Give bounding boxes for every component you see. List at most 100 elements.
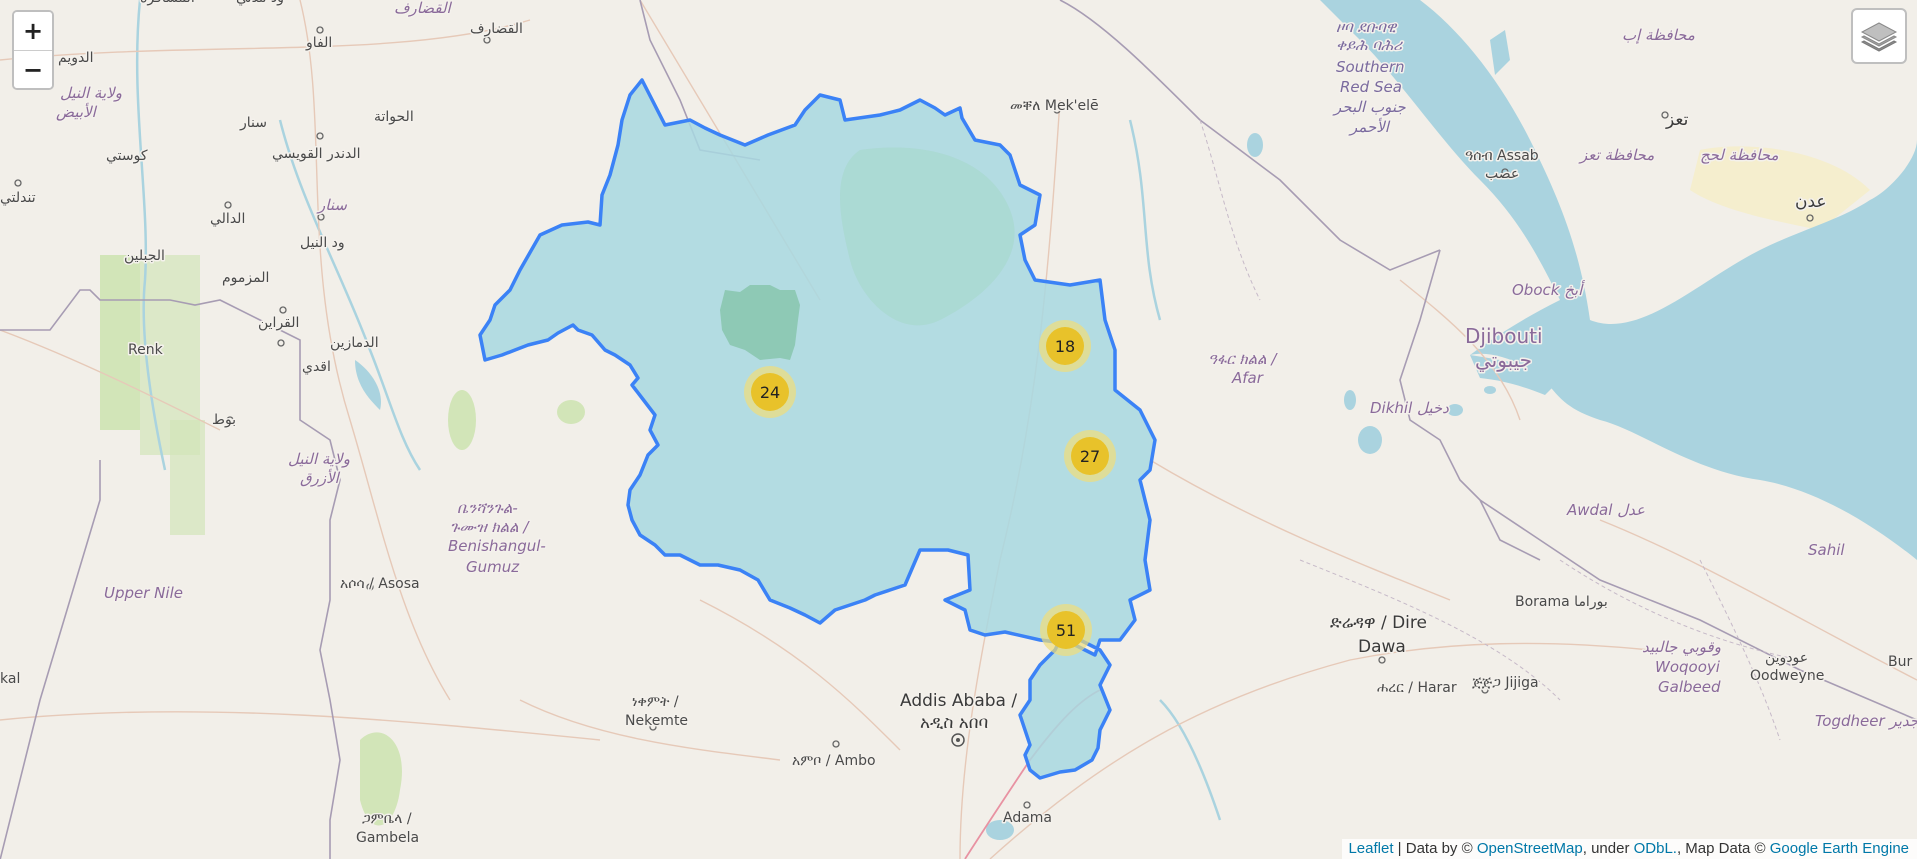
label-kosti: كوستي xyxy=(106,148,148,164)
label-southern-red-sea-3: Southern xyxy=(1336,58,1405,76)
lake-tana-region xyxy=(1490,30,1510,75)
label-nekemte-1: ነቀምት / xyxy=(632,694,679,710)
label-fashaga: المشاقرة xyxy=(140,0,195,6)
zoom-in-button[interactable]: + xyxy=(14,12,52,50)
label-white-nile-2: الأبيض xyxy=(56,102,98,121)
label-sennar-state: سنار xyxy=(316,196,347,214)
red-sea xyxy=(1320,0,1917,560)
label-benishangul-3: Benishangul- xyxy=(448,537,546,555)
leaflet-link[interactable]: Leaflet xyxy=(1348,840,1394,857)
label-harar: ሐረር / Harar xyxy=(1377,680,1457,696)
highlighted-region[interactable] xyxy=(478,78,1157,780)
label-wad-madani: ود مدني xyxy=(236,0,284,6)
label-nekemte-2: Nekemte xyxy=(625,713,688,729)
label-assab: ዓሰብ Assab xyxy=(1465,148,1539,164)
label-faw: الفاو xyxy=(305,35,332,51)
town-markers xyxy=(14,26,1814,809)
label-benishangul-1: ቤንሻንጉል- xyxy=(457,499,518,517)
label-ambo: አምቦ / Ambo xyxy=(792,753,876,769)
label-tendelti: تندلتي xyxy=(0,190,36,206)
label-jijiga: ጅጅጋ Jijiga xyxy=(1472,675,1539,691)
gulf-of-tadjoura xyxy=(1470,355,1560,395)
label-duweim: الدويم xyxy=(58,50,93,66)
osm-link[interactable]: OpenStreetMap xyxy=(1476,840,1583,857)
region-highland-shading xyxy=(840,147,1015,326)
attribution-sep: | Data by © xyxy=(1393,840,1477,857)
cluster-count: 24 xyxy=(760,383,780,402)
label-jabalain: الجبلين xyxy=(124,248,165,264)
label-addis-2: አዲስ አበባ xyxy=(920,713,988,733)
label-benishangul-2: ጉሙዝ ክልል / xyxy=(450,518,530,536)
label-taiz-gov: محافظة تعز xyxy=(1578,146,1654,164)
cluster-count: 51 xyxy=(1056,621,1076,640)
label-assab-ar: عصب xyxy=(1485,166,1519,182)
region-forest-area xyxy=(720,285,800,360)
layers-icon xyxy=(1860,22,1898,52)
gee-link[interactable]: Google Earth Engine xyxy=(1769,840,1909,857)
label-dire-dawa-1: ድሬዳዋ / Dire xyxy=(1330,613,1427,633)
label-wad-nil: ود النيل xyxy=(300,235,345,251)
label-sahil: Sahil xyxy=(1808,541,1845,559)
label-woqooyi-2: Woqooyi xyxy=(1655,658,1721,676)
desert-area xyxy=(1690,146,1870,230)
label-taiz: تعز xyxy=(1665,110,1689,130)
label-southern-red-sea-6: الأحمر xyxy=(1348,117,1391,136)
layers-control-button[interactable] xyxy=(1851,8,1907,64)
label-blue-nile-1: ولاية النيل xyxy=(288,450,350,468)
label-dikhil: Dikhil دخيل xyxy=(1370,399,1449,417)
label-dinder: الدندر القويسي xyxy=(272,146,360,162)
zoom-control: + − xyxy=(12,10,54,90)
label-lahij: محافظة لحج xyxy=(1700,146,1779,164)
label-awdal: Awdal عدل xyxy=(1566,501,1645,519)
label-southern-red-sea-4: Red Sea xyxy=(1340,78,1402,96)
label-asosa: አሶሳ / Asosa xyxy=(340,576,420,592)
label-dali: الدالي xyxy=(210,211,245,227)
cluster-marker[interactable]: 51 xyxy=(1040,604,1092,656)
label-qadarif: القضارف xyxy=(470,21,523,37)
lakes xyxy=(355,133,1496,840)
label-southern-red-sea-5: جنوب البحر xyxy=(1332,98,1406,116)
label-benishangul-4: Gumuz xyxy=(466,558,520,576)
label-obock: Obock أبخ xyxy=(1512,280,1585,299)
label-gambela-2: Gambela xyxy=(356,830,419,846)
label-white-nile-1: ولاية النيل xyxy=(60,84,122,102)
attribution-under: , under xyxy=(1582,840,1634,857)
cluster-core xyxy=(1071,437,1109,475)
label-qurayn: القراين xyxy=(258,315,299,331)
capital-marker xyxy=(951,733,965,747)
label-togdheer: Togdheer جدير xyxy=(1815,712,1917,730)
label-upper-nile: Upper Nile xyxy=(104,584,183,602)
label-djibouti: Djibouti xyxy=(1465,324,1543,348)
label-burao: Bur xyxy=(1888,654,1912,670)
odbl-link[interactable]: ODbL. xyxy=(1633,840,1677,857)
zoom-out-button[interactable]: − xyxy=(14,50,52,88)
admin-borders xyxy=(1199,119,1801,741)
label-woqooyi-3: Galbeed xyxy=(1658,678,1721,696)
label-addis-1: Addis Ababa / xyxy=(900,691,1017,711)
attribution: Leaflet | Data by © OpenStreetMap, under… xyxy=(1342,839,1917,859)
cluster-marker[interactable]: 24 xyxy=(744,366,796,418)
label-gambela-1: ጋምቤላ / xyxy=(362,811,412,827)
rivers xyxy=(135,0,1222,821)
label-kal: kal xyxy=(0,671,20,687)
cluster-core xyxy=(1046,327,1084,365)
label-hawata: الحواتة xyxy=(374,109,414,125)
label-renk: Renk xyxy=(128,342,164,358)
label-sennar: سنار xyxy=(239,115,267,131)
cluster-core xyxy=(751,373,789,411)
label-southern-red-sea-1: ዞባ ደቡባዊ xyxy=(1336,18,1398,36)
cluster-marker[interactable]: 27 xyxy=(1064,430,1116,482)
label-blue-nile-2: الأزرق xyxy=(300,468,341,487)
label-damazin: الدمازين xyxy=(330,335,379,351)
label-mazmum: المزموم xyxy=(222,270,269,286)
label-aqadi: اقدي xyxy=(302,359,331,375)
label-afar-2: Afar xyxy=(1231,369,1264,387)
cluster-count: 27 xyxy=(1080,447,1100,466)
green-areas xyxy=(100,255,585,826)
cluster-marker[interactable]: 18 xyxy=(1039,320,1091,372)
label-mekele: መቐለ Mek'elē xyxy=(1010,98,1099,114)
label-ibb: محافظة إب xyxy=(1622,26,1695,44)
